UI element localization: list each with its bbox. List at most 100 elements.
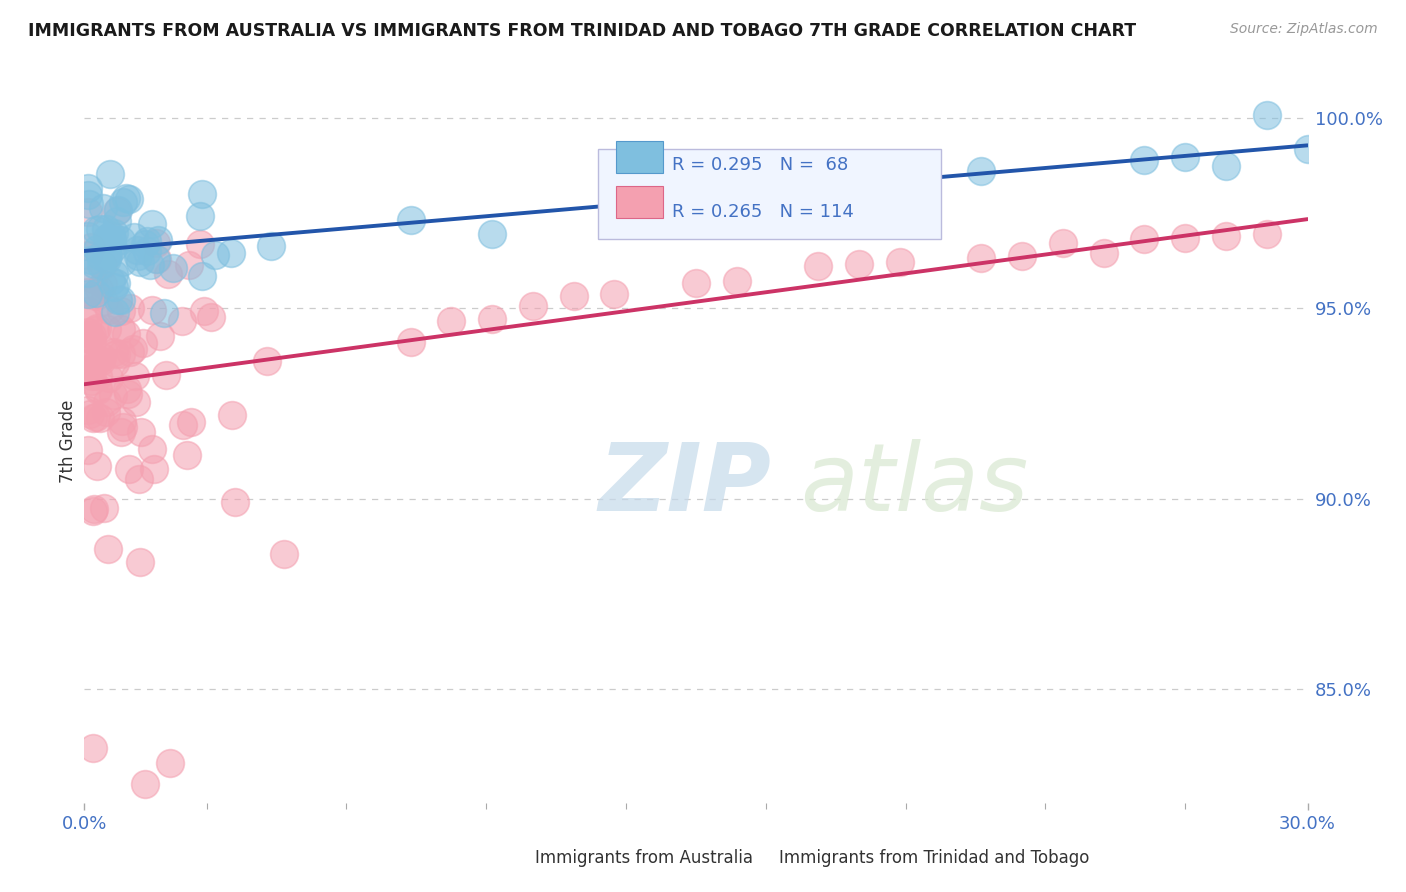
Point (399, 213, 422, 227)
Point (204, 248, 226, 262)
Point (84, 323, 107, 337)
Point (77, 326, 100, 340)
Text: ZIP: ZIP (598, 439, 770, 531)
Point (224, 495, 246, 509)
Point (176, 448, 198, 462)
Point (87, 381, 110, 395)
Point (1296, 142, 1319, 156)
Point (190, 187, 212, 202)
Point (603, 287, 626, 301)
Point (101, 388, 124, 402)
Point (1174, 150, 1197, 164)
Point (219, 246, 242, 260)
Point (77, 205, 100, 219)
Point (79, 407, 101, 421)
Point (104, 355, 127, 369)
Point (77, 286, 100, 301)
Point (118, 345, 141, 359)
Point (118, 192, 141, 206)
Point (86, 383, 108, 397)
Point (440, 314, 463, 328)
Point (143, 461, 166, 475)
FancyBboxPatch shape (598, 149, 941, 239)
Point (104, 305, 127, 319)
Point (83, 501, 105, 516)
Point (110, 233, 132, 247)
Point (80, 334, 103, 348)
Point (100, 274, 122, 288)
Point (260, 238, 283, 252)
Point (766, 189, 789, 203)
Point (481, 312, 503, 326)
Point (135, 244, 157, 259)
Text: Immigrants from Australia: Immigrants from Australia (534, 848, 752, 867)
FancyBboxPatch shape (484, 844, 529, 870)
Point (159, 756, 181, 771)
Point (105, 203, 128, 218)
Point (91, 277, 114, 292)
Point (180, 415, 202, 429)
Point (77, 303, 100, 318)
Point (155, 368, 177, 383)
Point (1215, 159, 1237, 173)
FancyBboxPatch shape (728, 844, 773, 870)
Point (91, 201, 114, 215)
Point (129, 555, 152, 569)
Point (118, 301, 141, 315)
Point (89, 282, 111, 296)
Point (117, 386, 139, 401)
Point (111, 254, 134, 268)
Point (77, 247, 100, 261)
Point (103, 268, 125, 282)
Point (145, 252, 167, 266)
Point (157, 267, 180, 281)
Point (77, 229, 100, 244)
Point (1256, 227, 1278, 241)
Point (80, 253, 103, 268)
Point (80, 368, 103, 383)
Point (162, 260, 184, 275)
Point (77, 442, 100, 457)
Point (562, 289, 585, 303)
Point (91, 258, 114, 272)
Point (93, 501, 115, 516)
Text: IMMIGRANTS FROM AUSTRALIA VS IMMIGRANTS FROM TRINIDAD AND TOBAGO 7TH GRADE CORRE: IMMIGRANTS FROM AUSTRALIA VS IMMIGRANTS … (28, 22, 1136, 40)
Point (129, 255, 152, 269)
Point (77, 197, 100, 211)
Point (145, 252, 167, 266)
Point (970, 252, 993, 266)
Point (100, 167, 122, 181)
Point (153, 306, 176, 320)
Point (193, 303, 215, 318)
Point (188, 237, 211, 252)
Point (86, 320, 108, 334)
Point (107, 293, 129, 308)
Point (89, 222, 111, 236)
Point (86, 458, 108, 473)
Point (481, 227, 503, 241)
Point (141, 442, 163, 456)
Point (77, 331, 100, 345)
Point (399, 334, 422, 349)
Point (86, 369, 108, 384)
Point (84, 409, 107, 424)
Point (77, 180, 100, 194)
FancyBboxPatch shape (616, 186, 664, 219)
Point (111, 414, 134, 428)
Point (90, 259, 112, 273)
Point (86, 242, 108, 256)
Point (177, 259, 200, 273)
Point (1133, 232, 1156, 246)
Y-axis label: 7th Grade: 7th Grade (59, 400, 77, 483)
Point (685, 276, 707, 290)
Point (110, 304, 132, 318)
Point (77, 362, 100, 376)
Point (89, 410, 111, 425)
Point (141, 303, 163, 318)
Point (114, 326, 136, 341)
Point (129, 425, 152, 440)
Point (104, 347, 127, 361)
Point (132, 336, 155, 351)
Point (1174, 230, 1197, 244)
Point (191, 268, 214, 283)
